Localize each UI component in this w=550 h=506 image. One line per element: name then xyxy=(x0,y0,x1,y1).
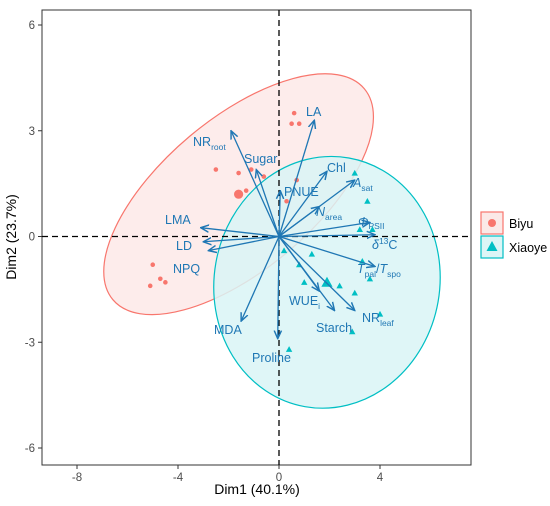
x-tick-label: -8 xyxy=(72,472,82,484)
point-xiaoye-1 xyxy=(364,198,371,204)
arrow-Proline xyxy=(278,236,279,339)
centroid-xiaoye xyxy=(321,276,333,287)
point-xiaoye-0 xyxy=(351,169,358,176)
arrow-NR-leaf xyxy=(278,236,355,311)
label-A-sat: Asat xyxy=(352,176,373,193)
point-xiaoye-2 xyxy=(369,226,376,233)
label-MDA: MDA xyxy=(214,323,242,337)
label-LD: LD xyxy=(176,239,192,253)
arrow-PNUE xyxy=(279,191,280,237)
observation-points xyxy=(147,110,384,352)
label-NPQ: NPQ xyxy=(173,262,200,276)
variable-labels: LA NRroot Sugar Chl Asat PNUE Narea ΦPSI… xyxy=(165,105,401,365)
x-tick-label: 0 xyxy=(276,472,282,484)
point-xiaoye-12 xyxy=(376,310,384,317)
y-tick-label: 6 xyxy=(29,20,35,32)
point-biyu-6 xyxy=(261,174,267,179)
point-biyu-5 xyxy=(236,170,241,176)
legend-label-biyu: Biyu xyxy=(509,217,533,231)
label-LMA: LMA xyxy=(165,213,191,227)
arrow-NPQ xyxy=(208,235,280,251)
arrow--PSII xyxy=(278,222,370,238)
point-xiaoye-13 xyxy=(349,328,356,335)
y-tick-label: 0 xyxy=(29,232,35,244)
y-tick-label: -3 xyxy=(25,337,35,349)
arrow-LMA xyxy=(201,228,280,238)
y-axis-title: Dim2 (23.7%) xyxy=(3,194,19,280)
legend-marker-biyu xyxy=(488,219,496,227)
label-N-area: Narea xyxy=(316,205,342,222)
arrow-NR-root xyxy=(231,131,280,237)
arrow-Chl xyxy=(278,171,327,237)
point-biyu-1 xyxy=(289,121,294,126)
variable-arrows xyxy=(201,120,375,339)
point-xiaoye-5 xyxy=(308,250,316,257)
point-biyu-11 xyxy=(158,276,163,282)
point-biyu-12 xyxy=(163,280,168,285)
x-axis-title: Dim1 (40.1%) xyxy=(214,481,300,497)
point-biyu-7 xyxy=(243,188,249,193)
arrow-Starch xyxy=(278,236,335,311)
label-NR-root: NRroot xyxy=(193,135,226,152)
point-biyu-10 xyxy=(150,262,156,268)
arrow--13C xyxy=(278,235,375,237)
point-xiaoye-4 xyxy=(280,247,288,254)
axis-ticks: -8 -4 0 4 -6 -3 0 3 6 xyxy=(25,20,384,484)
legend-label-xiaoye: Xiaoye xyxy=(509,241,547,255)
x-tick-label: -4 xyxy=(173,472,184,484)
point-xiaoye-9 xyxy=(301,279,308,285)
point-biyu-3 xyxy=(213,167,219,172)
point-biyu-4 xyxy=(248,167,254,172)
arrow-T-pal-T-spo xyxy=(278,235,375,267)
label-d13C: δ13C xyxy=(372,236,397,252)
label-Sugar: Sugar xyxy=(244,152,277,166)
centroid-biyu xyxy=(234,189,244,199)
y-tick-label: 3 xyxy=(29,126,35,138)
label-Chl: Chl xyxy=(327,161,346,175)
label-Tpal-Tspo: Tpal/Tspo xyxy=(357,262,401,279)
x-tick-label: 4 xyxy=(377,472,384,484)
y-tick-label: -6 xyxy=(25,443,35,455)
point-xiaoye-11 xyxy=(351,289,358,296)
label-LA: LA xyxy=(306,105,322,119)
legend-marker-xiaoye xyxy=(486,241,498,251)
arrow-N-area xyxy=(278,207,319,238)
label-WUEi: WUEi xyxy=(289,294,320,311)
legend: Biyu Xiaoye xyxy=(480,211,547,259)
label-NR-leaf: NRleaf xyxy=(362,311,394,328)
arrow-MDA xyxy=(241,236,280,322)
label-Proline: Proline xyxy=(252,351,291,365)
point-biyu-9 xyxy=(284,198,289,204)
label-PhiPSII: ΦPSII xyxy=(358,215,385,231)
label-Starch: Starch xyxy=(316,321,352,335)
point-biyu-0 xyxy=(291,110,297,116)
point-xiaoye-14 xyxy=(285,346,293,352)
arrow-LD xyxy=(203,235,280,242)
label-PNUE: PNUE xyxy=(284,185,319,199)
point-xiaoye-10 xyxy=(336,282,343,289)
point-xiaoye-8 xyxy=(366,275,374,282)
arrow-LA xyxy=(278,120,314,237)
point-biyu-2 xyxy=(296,121,302,126)
point-xiaoye-3 xyxy=(356,226,363,233)
point-biyu-13 xyxy=(147,283,153,289)
arrow-Sugar xyxy=(256,170,280,237)
